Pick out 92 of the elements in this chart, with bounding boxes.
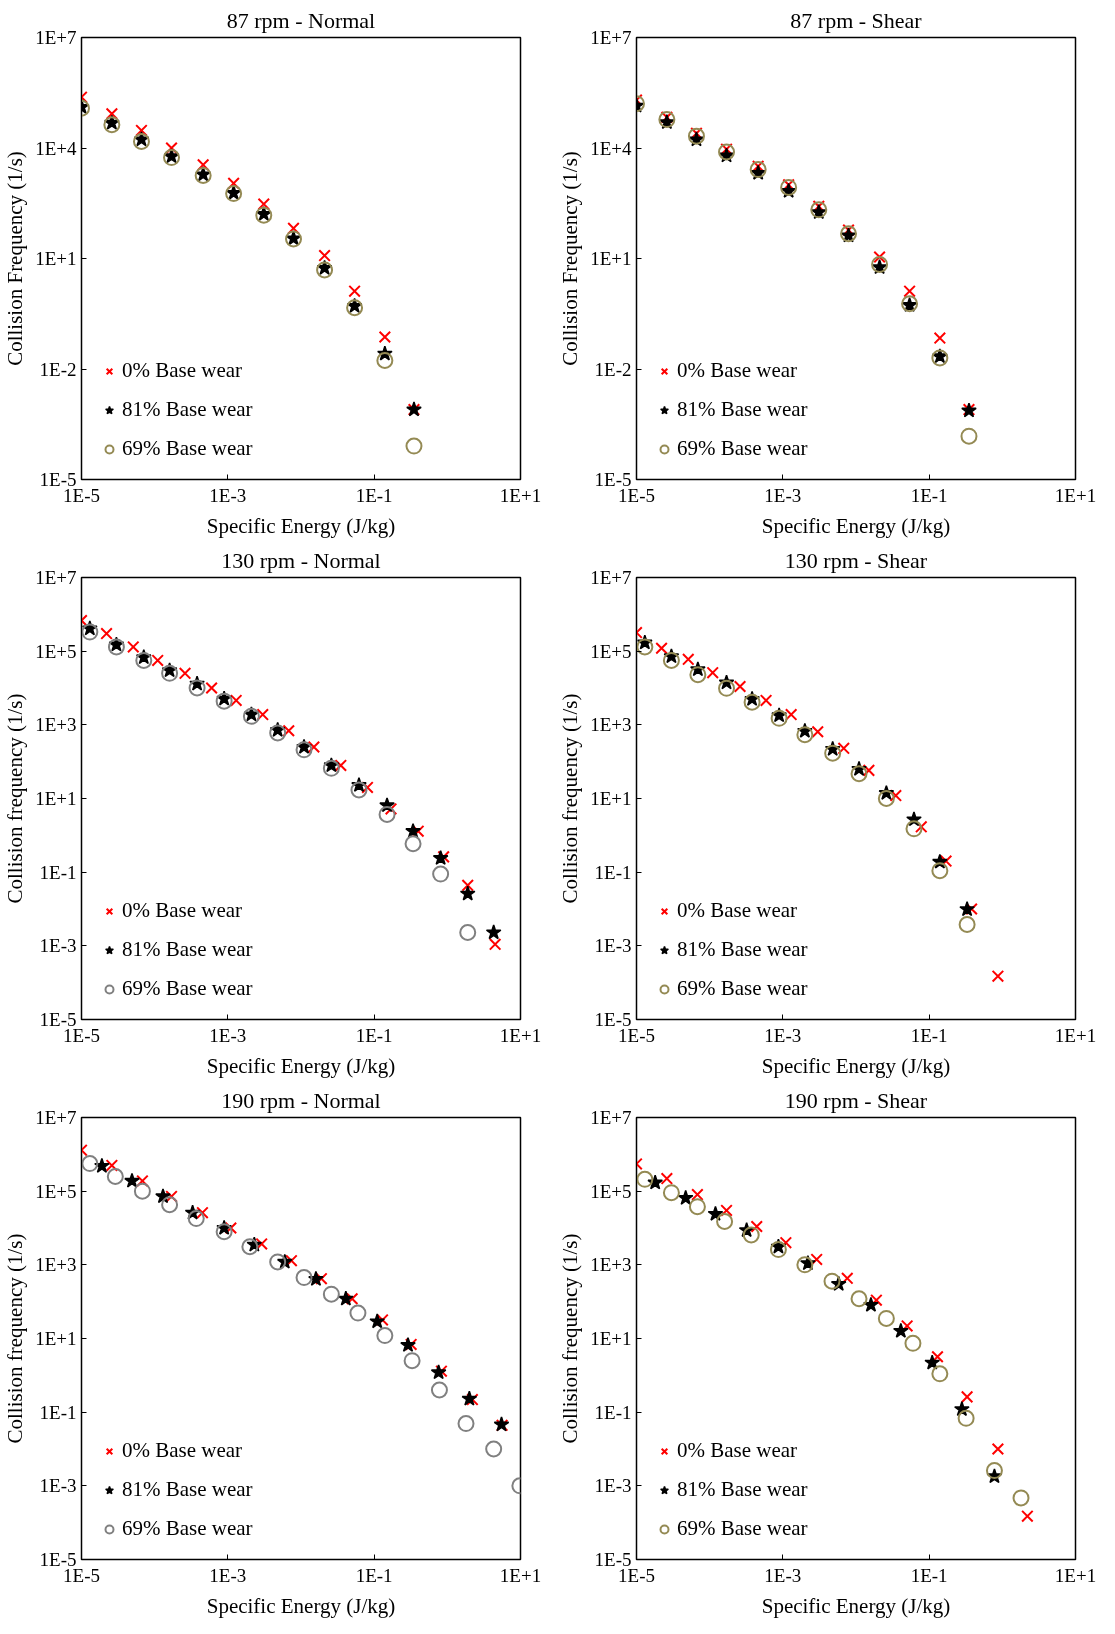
y-tick-label: 1E+7 <box>35 27 77 48</box>
legend-label: 69% Base wear <box>122 976 253 1001</box>
x-tick-label: 1E+1 <box>1054 1024 1097 1046</box>
y-tick-label: 1E+7 <box>590 27 632 48</box>
chart-title: 87 rpm - Normal <box>226 7 376 33</box>
chart-title: 190 rpm - Shear <box>784 1087 928 1113</box>
x-tick-label: 1E-1 <box>355 1024 393 1046</box>
y-tick-label: 1E+7 <box>590 1107 632 1128</box>
y-tick-label: 1E-3 <box>594 1475 632 1497</box>
y-tick-label: 1E-1 <box>594 861 632 883</box>
y-axis-title: Collision Frequency (1/s) <box>558 151 583 366</box>
x-axis-title: Specific Energy (J/kg) <box>206 513 396 538</box>
legend-label: 69% Base wear <box>122 1516 253 1541</box>
legend-label: 0% Base wear <box>677 1438 798 1463</box>
y-tick-label: 1E-5 <box>39 1549 77 1570</box>
x-tick-label: 1E-3 <box>209 1564 247 1586</box>
y-tick-label: 1E-1 <box>39 861 77 883</box>
y-tick-label: 1E-3 <box>39 935 77 957</box>
y-axis-title: Collision Frequency (1/s) <box>3 151 28 366</box>
x-tick-label: 1E-1 <box>910 1564 948 1586</box>
x-tick-label: 1E-1 <box>910 484 948 506</box>
x-axis-title: Specific Energy (J/kg) <box>761 1053 951 1078</box>
legend-label: 69% Base wear <box>677 436 808 461</box>
y-tick-label: 1E+1 <box>590 1328 632 1349</box>
x-tick-label: 1E-3 <box>764 1024 802 1046</box>
x-tick-label: 1E-3 <box>764 484 802 506</box>
legend-label: 81% Base wear <box>677 397 808 422</box>
x-tick-label: 1E+1 <box>499 484 542 506</box>
x-axis-title: Specific Energy (J/kg) <box>761 513 951 538</box>
y-tick-label: 1E-5 <box>594 1549 632 1570</box>
legend-label: 0% Base wear <box>122 358 243 383</box>
y-tick-label: 1E-5 <box>39 1009 77 1030</box>
y-axis-title: Collision frequency (1/s) <box>558 1233 583 1444</box>
legend-label: 81% Base wear <box>122 937 253 962</box>
y-tick-label: 1E+7 <box>35 567 77 588</box>
y-tick-label: 1E-5 <box>594 469 632 490</box>
legend-label: 69% Base wear <box>677 1516 808 1541</box>
y-axis-title: Collision frequency (1/s) <box>558 693 583 904</box>
chart-title: 87 rpm - Shear <box>790 7 923 33</box>
legend-label: 69% Base wear <box>677 976 808 1001</box>
legend-label: 0% Base wear <box>122 1438 243 1463</box>
x-axis-title: Specific Energy (J/kg) <box>761 1593 951 1618</box>
y-tick-label: 1E-5 <box>594 1009 632 1030</box>
y-tick-label: 1E+4 <box>590 137 632 159</box>
x-tick-label: 1E-1 <box>910 1024 948 1046</box>
y-tick-label: 1E+5 <box>590 640 632 662</box>
x-tick-label: 1E-1 <box>355 1564 393 1586</box>
y-tick-label: 1E-3 <box>594 935 632 957</box>
y-tick-label: 1E+1 <box>590 788 632 809</box>
y-tick-label: 1E+1 <box>590 248 632 269</box>
y-tick-label: 1E+7 <box>35 1107 77 1128</box>
y-tick-label: 1E+1 <box>35 248 77 269</box>
y-tick-label: 1E+1 <box>35 1328 77 1349</box>
x-tick-label: 1E-3 <box>209 484 247 506</box>
y-axis-title: Collision frequency (1/s) <box>3 1233 28 1444</box>
legend-label: 0% Base wear <box>677 898 798 923</box>
x-axis-title: Specific Energy (J/kg) <box>206 1593 396 1618</box>
y-tick-label: 1E+3 <box>35 714 77 736</box>
y-tick-label: 1E+4 <box>35 137 77 159</box>
y-tick-label: 1E+7 <box>590 567 632 588</box>
y-tick-label: 1E-3 <box>39 1475 77 1497</box>
y-tick-label: 1E-1 <box>594 1401 632 1423</box>
x-tick-label: 1E+1 <box>499 1564 542 1586</box>
legend-label: 0% Base wear <box>677 358 798 383</box>
x-tick-label: 1E+1 <box>1054 1564 1097 1586</box>
y-tick-label: 1E+1 <box>35 788 77 809</box>
y-tick-label: 1E+5 <box>35 1180 77 1202</box>
y-tick-label: 1E+5 <box>590 1180 632 1202</box>
y-tick-label: 1E+3 <box>590 714 632 736</box>
legend-label: 69% Base wear <box>122 436 253 461</box>
chart-title: 190 rpm - Normal <box>221 1087 381 1113</box>
y-tick-label: 1E+3 <box>35 1254 77 1276</box>
x-tick-label: 1E+1 <box>1054 484 1097 506</box>
x-tick-label: 1E-1 <box>355 484 393 506</box>
y-tick-label: 1E-1 <box>39 1401 77 1423</box>
x-axis-title: Specific Energy (J/kg) <box>206 1053 396 1078</box>
legend-label: 0% Base wear <box>122 898 243 923</box>
y-axis-title: Collision frequency (1/s) <box>3 693 28 904</box>
chart-title: 130 rpm - Normal <box>221 547 381 573</box>
chart-title: 130 rpm - Shear <box>784 547 928 573</box>
legend-label: 81% Base wear <box>677 1477 808 1502</box>
x-tick-label: 1E-3 <box>209 1024 247 1046</box>
y-tick-label: 1E+5 <box>35 640 77 662</box>
x-tick-label: 1E-3 <box>764 1564 802 1586</box>
legend-label: 81% Base wear <box>122 397 253 422</box>
x-tick-label: 1E+1 <box>499 1024 542 1046</box>
y-tick-label: 1E+3 <box>590 1254 632 1276</box>
y-tick-label: 1E-2 <box>39 358 77 380</box>
y-tick-label: 1E-2 <box>594 358 632 380</box>
y-tick-label: 1E-5 <box>39 469 77 490</box>
legend-label: 81% Base wear <box>677 937 808 962</box>
legend-label: 81% Base wear <box>122 1477 253 1502</box>
